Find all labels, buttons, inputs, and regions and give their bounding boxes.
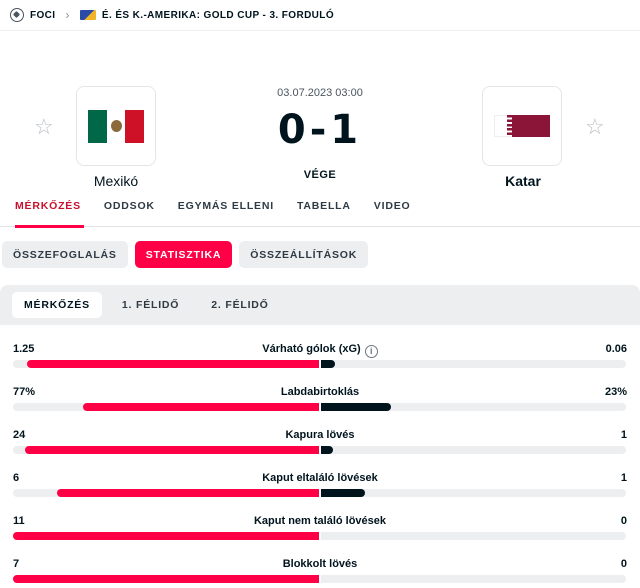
stat-away-bar bbox=[321, 446, 626, 454]
stat-home-bar bbox=[13, 532, 319, 540]
stat-away-bar bbox=[321, 575, 626, 583]
stat-home-value: 7 bbox=[13, 558, 20, 570]
period-second-half[interactable]: 2. FÉLIDŐ bbox=[211, 299, 269, 311]
info-icon[interactable]: i bbox=[364, 345, 378, 358]
subtab-statisztika[interactable]: STATISZTIKA bbox=[134, 241, 233, 268]
stat-home-fill bbox=[25, 446, 319, 454]
tab-video[interactable]: VIDEO bbox=[373, 200, 411, 212]
stat-home-value: 24 bbox=[13, 429, 26, 441]
away-team-logo[interactable] bbox=[482, 86, 562, 166]
stat-away-value: 0 bbox=[620, 558, 627, 570]
stat-away-bar bbox=[321, 489, 626, 497]
stat-home-value: 6 bbox=[13, 472, 20, 484]
subtabs: ÖSSZEFOGLALÁS STATISZTIKA ÖSSZEÁLLÍTÁSOK bbox=[2, 241, 369, 268]
stat-away-fill bbox=[321, 360, 336, 368]
stat-home-value: 11 bbox=[13, 515, 25, 527]
stat-name-label: Várható gólok (xG) bbox=[262, 343, 361, 355]
stat-name: Kaput nem találó lövések bbox=[253, 515, 387, 527]
breadcrumb-competition[interactable]: É. ÉS K.-AMERIKA: GOLD CUP - 3. FORDULÓ bbox=[101, 9, 334, 21]
match-datetime: 03.07.2023 03:00 bbox=[277, 87, 363, 99]
match-score: 0-1 bbox=[277, 107, 363, 153]
breadcrumb: FOCI › É. ÉS K.-AMERIKA: GOLD CUP - 3. F… bbox=[0, 0, 640, 30]
stat-name: Várható gólok (xG) i bbox=[0, 343, 640, 358]
favorite-star-icon-away[interactable]: ☆ bbox=[585, 114, 605, 139]
stat-name: Kapura lövés bbox=[285, 429, 355, 441]
away-team-name[interactable]: Katar bbox=[505, 173, 541, 189]
stat-away-bar bbox=[321, 403, 626, 411]
stat-away-bar bbox=[321, 360, 626, 368]
stat-row: 11 Kaput nem találó lövések 0 bbox=[0, 507, 640, 550]
stat-name: Blokkolt lövés bbox=[282, 558, 358, 570]
qatar-flag-icon bbox=[494, 115, 550, 137]
stat-home-value: 1.25 bbox=[13, 343, 35, 355]
stat-home-fill bbox=[56, 489, 319, 497]
match-status: VÉGE bbox=[303, 169, 337, 181]
stat-home-value: 77% bbox=[13, 386, 36, 398]
period-first-half[interactable]: 1. FÉLIDŐ bbox=[121, 299, 180, 311]
tab-egymas-elleni[interactable]: EGYMÁS ELLENI bbox=[177, 200, 274, 212]
home-team-logo[interactable] bbox=[76, 86, 156, 166]
stats-list: 1.25 Várható gólok (xG) i 0.06 77% Labdab… bbox=[0, 335, 640, 588]
stat-away-fill bbox=[321, 489, 365, 497]
period-filter: MÉRKŐZÉS 1. FÉLIDŐ 2. FÉLIDŐ bbox=[0, 285, 640, 325]
stat-home-bar bbox=[13, 446, 319, 454]
stat-name: Kaput eltaláló lövések bbox=[262, 472, 378, 484]
period-match[interactable]: MÉRKŐZÉS bbox=[12, 292, 102, 318]
stat-away-fill bbox=[321, 446, 334, 454]
stat-home-fill bbox=[13, 575, 319, 583]
tab-tabella[interactable]: TABELLA bbox=[296, 200, 351, 212]
stat-name: Labdabirtoklás bbox=[280, 386, 360, 398]
stat-away-bar bbox=[321, 532, 626, 540]
favorite-star-icon-home[interactable]: ☆ bbox=[34, 114, 54, 139]
tab-merkozes[interactable]: MÉRKŐZÉS bbox=[5, 185, 94, 228]
subtab-osszefoglalas[interactable]: ÖSSZEFOGLALÁS bbox=[2, 241, 128, 268]
subtab-osszeallitasok[interactable]: ÖSSZEÁLLÍTÁSOK bbox=[239, 241, 369, 268]
tab-oddsok[interactable]: ODDSOK bbox=[103, 200, 155, 212]
stat-home-fill bbox=[13, 532, 319, 540]
stat-home-fill bbox=[27, 360, 319, 368]
chevron-right-icon: › bbox=[65, 8, 70, 22]
mexico-flag-icon bbox=[88, 109, 145, 143]
home-team-name[interactable]: Mexikó bbox=[93, 173, 139, 189]
stat-away-value: 0 bbox=[620, 515, 627, 527]
stat-row: 24 Kapura lövés 1 bbox=[0, 421, 640, 464]
stat-home-fill bbox=[83, 403, 319, 411]
stat-home-bar bbox=[13, 575, 319, 583]
stat-home-bar bbox=[13, 489, 319, 497]
north-america-flag-icon bbox=[79, 10, 96, 20]
stat-row: 6 Kaput eltaláló lövések 1 bbox=[0, 464, 640, 507]
stat-home-bar bbox=[13, 403, 319, 411]
stat-row: 1.25 Várható gólok (xG) i 0.06 bbox=[0, 335, 640, 378]
stat-away-value: 23% bbox=[604, 386, 627, 398]
stat-away-value: 1 bbox=[620, 472, 627, 484]
match-tabs: MÉRKŐZÉS ODDSOK EGYMÁS ELLENI TABELLA VI… bbox=[0, 185, 640, 228]
match-header: ☆ Mexikó 03.07.2023 03:00 0-1 VÉGE Katar… bbox=[0, 30, 640, 189]
stat-row: 77% Labdabirtoklás 23% bbox=[0, 378, 640, 421]
breadcrumb-sport[interactable]: FOCI bbox=[30, 9, 56, 21]
soccer-ball-icon bbox=[10, 8, 24, 22]
stat-home-bar bbox=[13, 360, 319, 368]
stat-row: 7 Blokkolt lövés 0 bbox=[0, 550, 640, 588]
stat-away-value: 0.06 bbox=[605, 343, 627, 355]
stat-away-fill bbox=[321, 403, 392, 411]
stat-away-value: 1 bbox=[620, 429, 627, 441]
